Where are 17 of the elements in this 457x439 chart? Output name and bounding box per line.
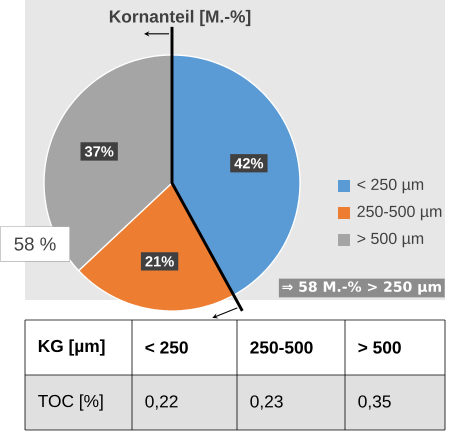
- legend-label: 250-500 µm: [358, 206, 442, 220]
- text: KG [µm]: [38, 339, 104, 356]
- text: 250-500: [250, 341, 313, 354]
- text: ⇒ 58 M.-% > 250 µm: [282, 281, 441, 295]
- text: < 250: [145, 341, 188, 354]
- data-label: 42%: [234, 158, 264, 168]
- text: > 500: [358, 341, 401, 354]
- text: 0,23: [250, 395, 283, 410]
- text: TOC [%]: [38, 394, 103, 411]
- chart-title: Kornanteil [M.-%]: [110, 10, 250, 26]
- data-label: 37%: [84, 146, 114, 157]
- text: 0,35: [358, 395, 391, 410]
- data-label: 21%: [145, 256, 174, 267]
- legend-label: < 250 µm: [358, 178, 424, 194]
- text: 0,22: [145, 395, 178, 410]
- text: 58 %: [14, 237, 56, 251]
- legend-label: > 500 µm: [358, 232, 424, 248]
